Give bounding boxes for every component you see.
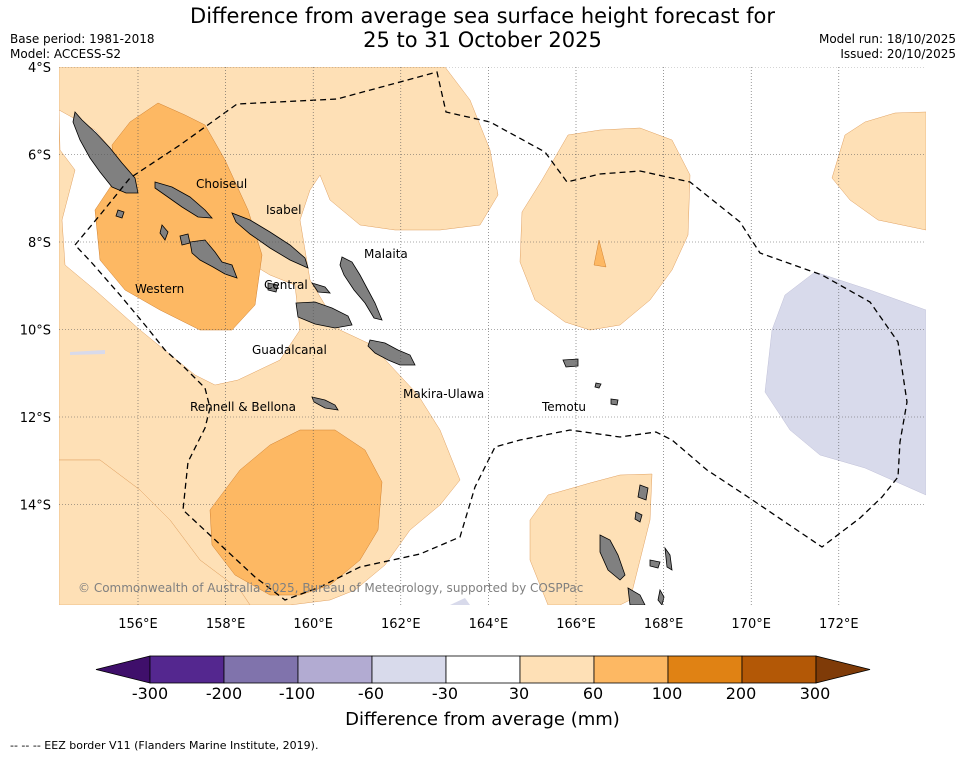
island-pentecost [657, 588, 665, 605]
cb-label-8: 200 [725, 684, 757, 703]
lat-tick-label-0: 4°S [28, 61, 51, 76]
lon-tick-label-6: 168°E [644, 617, 684, 632]
colorbar-extend-high [815, 655, 871, 684]
meta-right: Model run: 18/10/2025 Issued: 20/10/2025 [819, 32, 956, 62]
lat-tick-label-1: 6°S [28, 149, 51, 164]
island-rennell [311, 396, 339, 411]
island-guadalcanal [295, 301, 353, 329]
island-shortlands [115, 209, 125, 219]
label-guadalcanal: Guadalcanal [252, 343, 327, 357]
anomaly-zone-30-60-central [519, 127, 691, 331]
title-line-1: Difference from average sea surface heig… [190, 4, 775, 28]
island-malakula [627, 587, 646, 605]
anomaly-zone-negative-east [764, 271, 926, 496]
lon-tick-label-4: 164°E [469, 617, 509, 632]
colorbar-bin-3 [297, 655, 373, 684]
base-period: Base period: 1981-2018 [10, 32, 155, 46]
island-kolombangara [179, 233, 191, 246]
label-central: Central [264, 278, 308, 292]
eez-border [74, 71, 908, 601]
label-rennell: Rennell & Bellona [190, 400, 296, 414]
label-temotu: Temotu [541, 400, 586, 414]
lon-tick-label-7: 170°E [731, 617, 771, 632]
cb-label-9: 300 [799, 684, 831, 703]
anomaly-sliver-negative-south [450, 598, 470, 605]
label-choiseul: Choiseul [196, 177, 247, 191]
cb-label-2: -100 [278, 684, 316, 703]
region-labels: Choiseul Isabel Malaita Western Central … [135, 177, 586, 414]
copyright-text: © Commonwealth of Australia 2025, Bureau… [78, 581, 583, 595]
island-santa-cruz [562, 358, 579, 368]
label-western: Western [135, 282, 184, 296]
lat-tick-label-4: 12°S [20, 411, 51, 426]
label-malaita: Malaita [364, 247, 408, 261]
cb-label-7: 100 [651, 684, 683, 703]
axis-ticks: 4°S 6°S 8°S 10°S 12°S 14°S 156°E 158°E 160°E 162°… [20, 61, 859, 632]
model-name: Model: ACCESS-S2 [10, 47, 122, 61]
colorbar [95, 655, 871, 684]
lon-tick-label-2: 160°E [293, 617, 333, 632]
island-makira [367, 339, 416, 366]
colorbar-title: Difference from average (mm) [345, 709, 620, 730]
issued-date: Issued: 20/10/2025 [840, 47, 956, 61]
cb-label-0: -300 [131, 684, 169, 703]
lon-tick-label-3: 162°E [381, 617, 421, 632]
island-small-temotu-2 [610, 398, 619, 406]
island-vella-lavella [159, 224, 169, 241]
island-bougainville [72, 111, 139, 194]
anomaly-spot-60-100 [593, 239, 607, 268]
colorbar-bin-7 [593, 655, 669, 684]
cb-label-5: 30 [508, 684, 530, 703]
island-banks-2 [634, 511, 643, 523]
island-new-georgia [189, 239, 238, 279]
colorbar-bin-6 [519, 655, 595, 684]
map-plot-area: © Commonwealth of Australia 2025, Bureau… [59, 67, 926, 605]
cb-label-1: -200 [205, 684, 243, 703]
anomaly-zone-30-60-east [831, 111, 926, 231]
cb-label-4: -30 [431, 684, 459, 703]
colorbar-bin-9 [741, 655, 817, 684]
lon-tick-label-8: 172°E [819, 617, 859, 632]
lon-tick-label-0: 156°E [118, 617, 158, 632]
gridlines [59, 67, 926, 605]
lat-tick-label-3: 10°S [20, 324, 51, 339]
anomaly-zone-60-100-south [209, 429, 383, 596]
islands [72, 111, 673, 605]
model-run: Model run: 18/10/2025 [818, 32, 956, 46]
title-line-2: 25 to 31 October 2025 [363, 28, 602, 52]
island-russell [267, 282, 279, 293]
eez-footnote: -- -- -- EEZ border V11 (Flanders Marine… [10, 739, 319, 752]
label-makira: Makira-Ulawa [403, 387, 484, 401]
island-ambae [649, 559, 661, 569]
lon-tick-label-1: 158°E [206, 617, 246, 632]
colorbar-extend-low [95, 655, 151, 684]
colorbar-bin-5 [445, 655, 521, 684]
anomaly-zone-30-60-lower-left [59, 459, 251, 605]
island-banks-1 [637, 484, 649, 501]
colorbar-bin-8 [667, 655, 743, 684]
label-isabel: Isabel [266, 203, 301, 217]
meta-left: Base period: 1981-2018 Model: ACCESS-S2 [10, 32, 155, 62]
island-malaita [339, 256, 383, 321]
island-espiritu-santo [599, 534, 626, 581]
cb-label-6: 60 [582, 684, 604, 703]
lat-tick-label-2: 8°S [28, 236, 51, 251]
island-small-temotu-1 [594, 382, 602, 389]
colorbar-bin-4 [371, 655, 447, 684]
colorbar-bin-2 [223, 655, 299, 684]
lon-tick-label-5: 166°E [556, 617, 596, 632]
island-choiseul [154, 181, 213, 219]
anomaly-sliver-negative-west [70, 350, 105, 355]
island-florida [311, 282, 331, 294]
island-isabel [231, 212, 309, 269]
lat-tick-label-5: 14°S [20, 499, 51, 514]
colorbar-bin-1 [149, 655, 225, 684]
island-maewo [664, 546, 673, 571]
cb-label-3: -60 [357, 684, 385, 703]
